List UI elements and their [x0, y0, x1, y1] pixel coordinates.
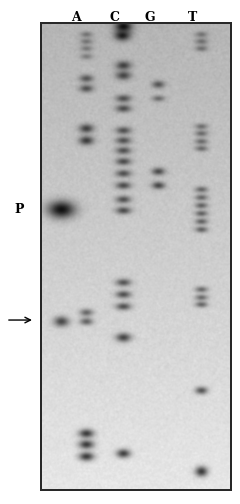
- Text: C: C: [109, 11, 119, 24]
- Text: A: A: [71, 11, 80, 24]
- Text: G: G: [145, 11, 155, 24]
- Text: T: T: [187, 11, 197, 24]
- Text: P: P: [14, 203, 24, 216]
